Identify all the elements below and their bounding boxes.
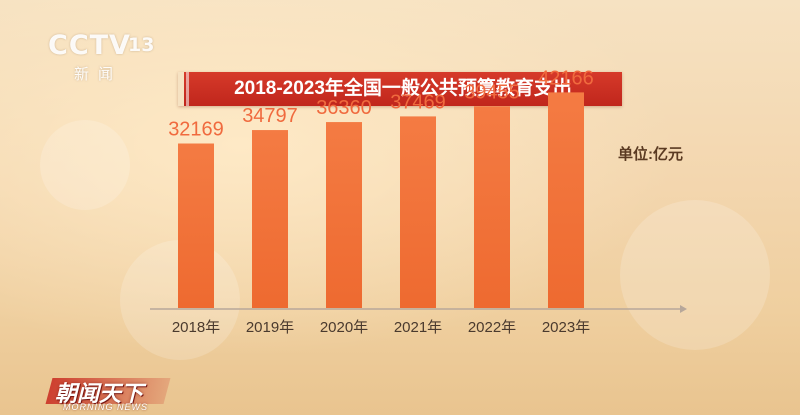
- x-tick-label: 2021年: [394, 319, 442, 336]
- unit-label: 单位:亿元: [618, 146, 683, 163]
- program-name-english: MORNING NEWS: [63, 402, 148, 412]
- logo-subtitle: 新闻: [74, 66, 123, 83]
- logo-text: CCTV: [48, 30, 131, 61]
- bar-2020年: [326, 122, 362, 309]
- cctv13-logo: CCTV 13 新闻: [48, 30, 158, 90]
- bar-value-label: 37469: [390, 91, 446, 113]
- bar-2022年: [474, 106, 510, 308]
- x-tick-label: 2019年: [246, 319, 294, 336]
- bar-value-label: 32169: [168, 119, 224, 141]
- bar-2021年: [400, 116, 436, 308]
- x-axis-arrow: [680, 305, 687, 313]
- x-tick-label: 2018年: [172, 319, 220, 336]
- bar-value-label: 39455: [464, 81, 520, 103]
- bar-value-label: 36360: [316, 97, 372, 119]
- bar-2023年: [548, 92, 584, 308]
- bar-2018年: [178, 143, 214, 308]
- bar-2019年: [252, 130, 288, 308]
- bar-value-label: 34797: [242, 105, 298, 127]
- chart-title: 2018-2023年全国一般公共预算教育支出: [234, 78, 572, 99]
- x-tick-label: 2020年: [320, 319, 368, 336]
- x-tick-label: 2023年: [542, 319, 590, 336]
- x-tick-label: 2022年: [468, 319, 516, 336]
- bar-value-label: 42166: [538, 67, 594, 89]
- program-logo: 朝闻天下 MORNING NEWS: [45, 376, 171, 415]
- program-name: 朝闻天下: [55, 381, 144, 406]
- logo-channel-number: 13: [128, 34, 155, 56]
